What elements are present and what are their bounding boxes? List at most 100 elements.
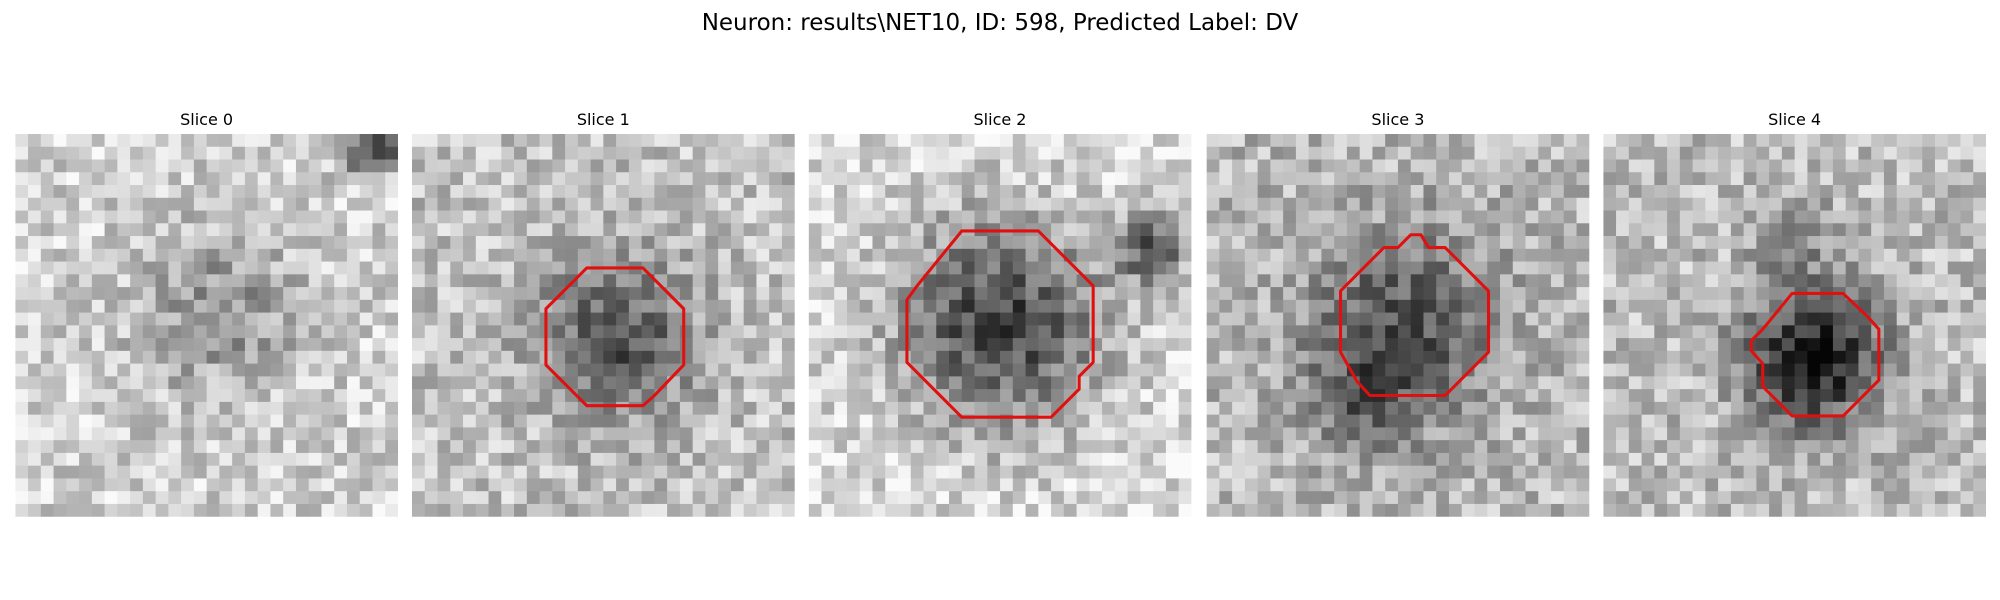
pixel [1922,363,1936,377]
pixel [718,338,732,352]
pixel [1372,274,1386,288]
pixel [846,491,861,505]
pixel [359,223,373,237]
pixel [679,210,694,224]
pixel [142,389,157,403]
pixel [730,236,745,250]
pixel [1295,491,1310,505]
pixel [961,350,975,365]
pixel [1576,350,1590,365]
pixel [257,440,271,454]
pixel [821,146,835,160]
pixel [1219,172,1233,186]
pixel [1346,427,1361,441]
pixel [130,274,144,288]
pixel [1051,134,1065,148]
pixel [1858,503,1872,517]
pixel [79,338,93,352]
pixel [257,350,271,365]
pixel [1705,185,1719,199]
pixel [1089,172,1103,186]
pixel [79,350,93,365]
pixel [1538,312,1552,326]
pixel [1743,401,1757,416]
pixel [1474,389,1488,403]
pixel [1576,146,1590,160]
pixel [91,427,105,441]
pixel [552,146,566,160]
pixel [1270,261,1284,275]
pixel [679,312,694,326]
pixel [1641,491,1655,505]
pixel [1076,440,1090,454]
pixel [821,299,835,313]
pixel [1705,503,1719,517]
pixel [270,312,284,326]
pixel [1947,287,1961,301]
pixel [1896,197,1910,211]
pixel [718,185,732,199]
pixel [679,491,694,505]
pixel [1576,248,1590,262]
pixel [28,376,42,390]
pixel [1883,389,1898,403]
pixel [885,427,899,441]
pixel [1025,401,1039,416]
pixel [974,159,988,173]
pixel [667,248,681,262]
pixel [1153,376,1167,390]
pixel [1820,210,1834,224]
panel-title: Slice 1 [577,110,630,129]
pixel [1025,261,1039,275]
pixel [539,389,553,403]
pixel [552,491,566,505]
pixel [1667,172,1681,186]
pixel [257,261,271,275]
pixel [1321,197,1335,211]
pixel [1461,287,1475,301]
pixel [79,248,93,262]
pixel [295,134,310,148]
pixel [206,491,220,505]
pixel [1219,312,1233,326]
pixel [66,363,80,377]
pixel [1679,261,1693,275]
pixel [1232,299,1246,313]
pixel [463,427,477,441]
pixel [1385,134,1399,148]
pixel [1654,363,1668,377]
pixel [501,389,515,403]
pixel [1474,401,1488,416]
pixel [1705,325,1719,339]
pixel [1127,389,1141,403]
pixel [66,325,80,339]
pixel [1679,197,1693,211]
pixel [859,389,873,403]
pixel [1705,491,1719,505]
pixel [692,478,706,492]
pixel [616,134,630,148]
pixel [40,376,54,390]
pixels [412,134,795,517]
pixel [1076,389,1090,403]
pixel [1385,325,1399,339]
pixel [1705,452,1719,467]
pixel [385,248,399,262]
pixel [1616,146,1630,160]
pixel [1051,185,1065,199]
pixel [28,503,42,517]
pixel [718,491,732,505]
pixel [155,274,169,288]
pixel [565,236,579,250]
pixel [1102,172,1116,186]
pixel [142,401,157,416]
pixel [1807,185,1821,199]
pixel [104,491,118,505]
pixel [1178,376,1192,390]
pixel [1922,146,1936,160]
pixel [142,363,157,377]
pixel [219,134,233,148]
pixel [1845,248,1859,262]
pixel [1743,134,1757,148]
pixel [1730,210,1745,224]
